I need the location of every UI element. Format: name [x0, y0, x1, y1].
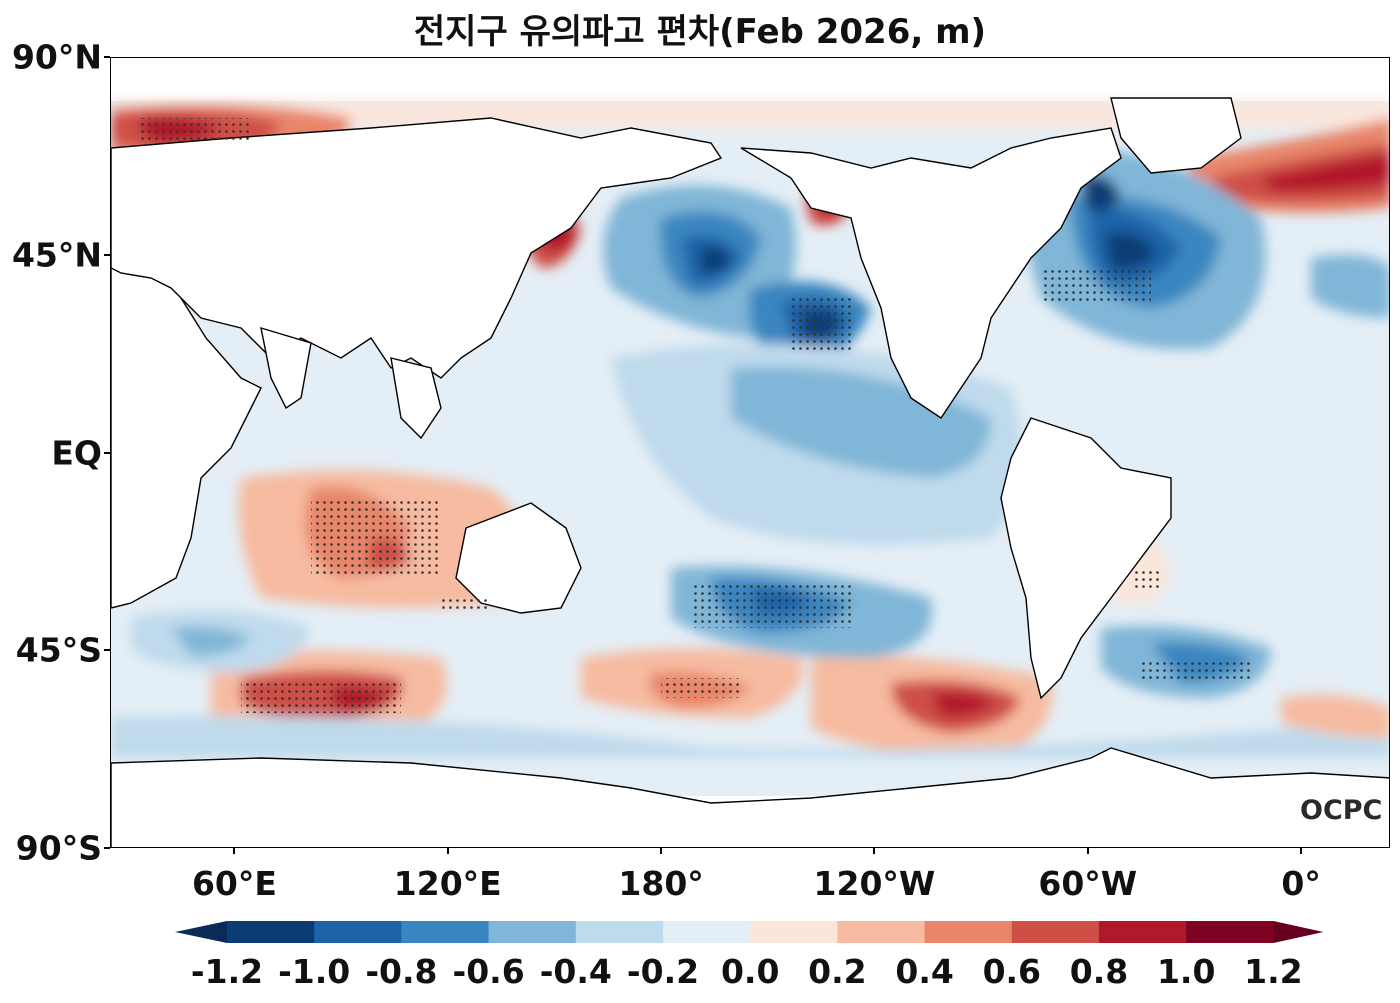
colorbar — [175, 921, 1324, 943]
colorbar-tick-label: 1.2 — [1244, 952, 1303, 991]
x-tick-label: 60°E — [191, 864, 277, 903]
y-tick-label: 45°S — [15, 630, 102, 670]
y-tick-label: 90°S — [15, 828, 102, 868]
colorbar-tick-label: 0.6 — [982, 952, 1042, 991]
wave-height-anomaly-map — [111, 97, 1389, 847]
colorbar-segment — [401, 921, 490, 943]
y-tick-mark — [104, 451, 110, 454]
colorbar-segment — [314, 921, 402, 943]
x-tick-label: 180° — [618, 864, 704, 903]
colorbar-segment — [575, 921, 664, 943]
x-tick-label: 120°E — [393, 864, 502, 903]
colorbar-segment — [1011, 921, 1100, 943]
colorbar-segment — [1099, 921, 1187, 943]
y-tick-mark — [104, 649, 110, 652]
ocpc-logo: OCPC — [1300, 795, 1383, 826]
colorbar-segment — [1186, 921, 1274, 943]
colorbar-tick-label: 0.4 — [895, 952, 954, 991]
x-tick-mark — [660, 848, 663, 854]
y-tick-mark — [104, 56, 110, 58]
x-tick-mark — [446, 848, 449, 854]
colorbar-segment — [663, 921, 751, 943]
colorbar-extend-high — [1273, 921, 1324, 943]
map-panel — [110, 57, 1390, 848]
y-tick-label: EQ — [51, 433, 102, 472]
significance-stippling — [141, 118, 1251, 713]
colorbar-segment — [227, 921, 315, 943]
colorbar-tick-label: 0.2 — [808, 952, 867, 991]
y-tick-label: 45°N — [11, 235, 102, 275]
x-tick-mark — [1300, 848, 1303, 854]
colorbar-tick-label: 1.0 — [1156, 952, 1216, 991]
y-tick-label: 90°N — [11, 37, 102, 77]
x-tick-mark — [1086, 848, 1089, 854]
land-masses — [111, 97, 1389, 847]
colorbar-tick-label: -0.4 — [539, 952, 612, 991]
x-tick-label: 120°W — [813, 864, 936, 903]
colorbar-tick-label: 0.8 — [1069, 952, 1129, 991]
colorbar-extend-low — [175, 921, 227, 943]
y-tick-mark — [104, 847, 110, 849]
x-tick-label: 60°W — [1038, 864, 1138, 903]
colorbar-tick-label: -0.8 — [365, 952, 438, 991]
colorbar-tick-label: -0.6 — [452, 952, 525, 991]
x-tick-mark — [873, 848, 876, 854]
colorbar-segment — [488, 921, 577, 943]
colorbar-tick-label: 0.0 — [720, 952, 780, 991]
colorbar-segment — [837, 921, 926, 943]
colorbar-segment — [924, 921, 1013, 943]
colorbar-tick-label: -1.2 — [190, 952, 264, 991]
colorbar-segment — [750, 921, 838, 943]
x-tick-mark — [233, 848, 236, 854]
map-title: 전지구 유의파고 편차(Feb 2026, m) — [413, 12, 987, 52]
colorbar-tick-label: -1.0 — [278, 952, 351, 991]
x-tick-label: 0° — [1281, 864, 1321, 903]
colorbar-tick-label: -0.2 — [626, 952, 700, 991]
y-tick-mark — [104, 253, 110, 256]
